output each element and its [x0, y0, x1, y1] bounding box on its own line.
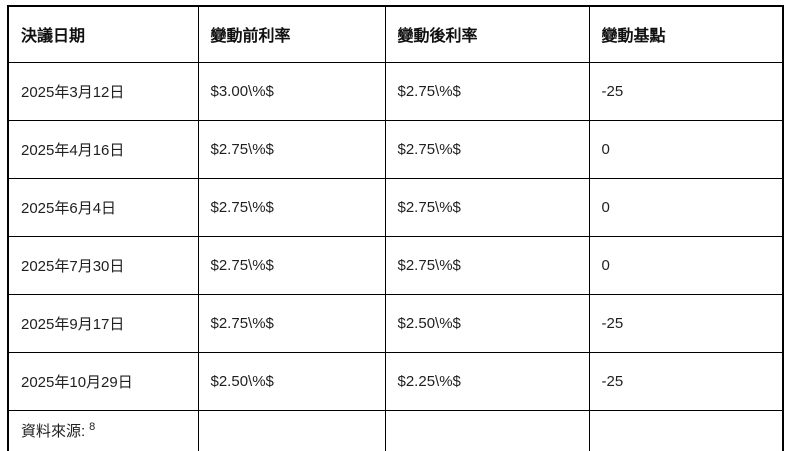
column-header-decision-date: 決議日期: [7, 5, 199, 63]
column-header-rate-after: 變動後利率: [384, 5, 590, 63]
table-row: 2025年9月17日 $2.75\%$ $2.50\%$ -25: [7, 293, 784, 353]
table-row: 2025年4月16日 $2.75\%$ $2.75\%$ 0: [7, 119, 784, 179]
cell-basis-points: -25: [588, 351, 784, 411]
cell-rate-before: $2.75\%$: [197, 119, 386, 179]
cell-rate-after: $2.50\%$: [384, 293, 590, 353]
header-row: 決議日期 變動前利率 變動後利率 變動基點: [7, 5, 784, 63]
cell-basis-points: 0: [588, 235, 784, 295]
cell-rate-after: $2.75\%$: [384, 177, 590, 237]
source-row: 資料來源: 8: [7, 409, 784, 451]
cell-decision-date: 2025年4月16日: [7, 119, 199, 179]
source-note-superscript: 8: [89, 421, 96, 434]
empty-cell: [197, 409, 386, 451]
rate-decisions-table: 決議日期 變動前利率 變動後利率 變動基點 2025年3月12日 $3.00\%…: [7, 5, 784, 451]
table-row: 2025年7月30日 $2.75\%$ $2.75\%$ 0: [7, 235, 784, 295]
cell-rate-after: $2.75\%$: [384, 119, 590, 179]
cell-rate-after: $2.25\%$: [384, 351, 590, 411]
cell-rate-after: $2.75\%$: [384, 235, 590, 295]
cell-basis-points: -25: [588, 61, 784, 121]
cell-rate-before: $3.00\%$: [197, 61, 386, 121]
table-row: 2025年3月12日 $3.00\%$ $2.75\%$ -25: [7, 61, 784, 121]
table-row: 2025年6月4日 $2.75\%$ $2.75\%$ 0: [7, 177, 784, 237]
empty-cell: [384, 409, 590, 451]
cell-rate-before: $2.50\%$: [197, 351, 386, 411]
cell-rate-before: $2.75\%$: [197, 235, 386, 295]
cell-decision-date: 2025年9月17日: [7, 293, 199, 353]
column-header-rate-before: 變動前利率: [197, 5, 386, 63]
cell-decision-date: 2025年3月12日: [7, 61, 199, 121]
empty-cell: [588, 409, 784, 451]
column-header-basis-points: 變動基點: [588, 5, 784, 63]
cell-decision-date: 2025年10月29日: [7, 351, 199, 411]
cell-decision-date: 2025年7月30日: [7, 235, 199, 295]
table-row: 2025年10月29日 $2.50\%$ $2.25\%$ -25: [7, 351, 784, 411]
source-note-label: 資料來源:: [21, 423, 86, 441]
cell-basis-points: 0: [588, 177, 784, 237]
cell-basis-points: 0: [588, 119, 784, 179]
cell-rate-before: $2.75\%$: [197, 177, 386, 237]
cell-rate-before: $2.75\%$: [197, 293, 386, 353]
cell-decision-date: 2025年6月4日: [7, 177, 199, 237]
cell-basis-points: -25: [588, 293, 784, 353]
source-note: 資料來源: 8: [7, 409, 199, 451]
cell-rate-after: $2.75\%$: [384, 61, 590, 121]
